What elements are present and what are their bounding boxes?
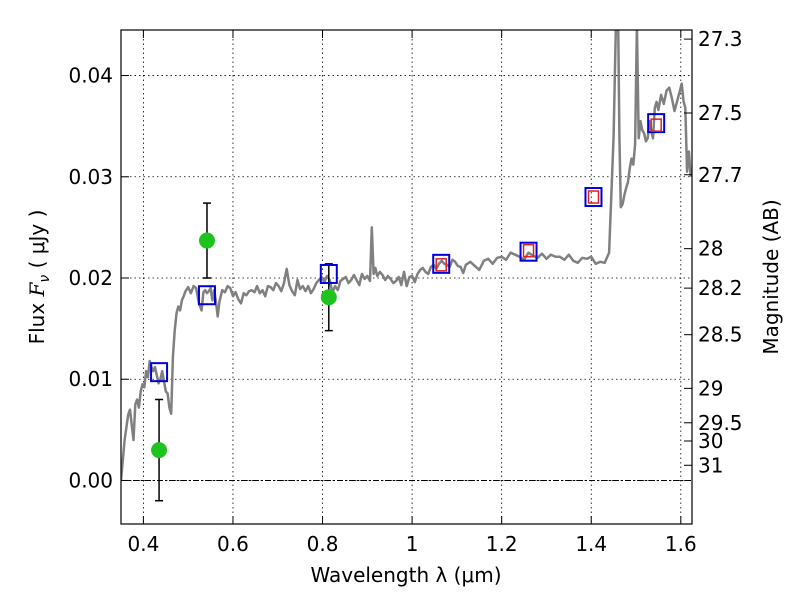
x-axis-label: Wavelength λ (μm) xyxy=(310,563,501,587)
y-tick-label: 0.01 xyxy=(68,367,113,391)
observed-point xyxy=(198,232,215,249)
model-square xyxy=(584,187,603,208)
x-tick-label: 0.8 xyxy=(307,532,339,556)
spectrum-line xyxy=(121,30,692,481)
x-tick-label: 1.6 xyxy=(665,532,697,556)
y-axis-label: Flux Fν ( μJy ) xyxy=(25,210,53,345)
model-square xyxy=(150,362,169,383)
y-axis-label-symbol: F xyxy=(25,281,49,297)
y-axis-label-prefix: Flux xyxy=(25,296,49,344)
model-square xyxy=(432,253,451,274)
x-tick-label: 1.2 xyxy=(486,532,518,556)
y-axis-label-unit: ( μJy ) xyxy=(25,210,49,275)
axis-ticks xyxy=(121,30,692,524)
model-square-inner xyxy=(587,190,600,204)
model-square-inner xyxy=(650,118,662,132)
right-tick-label: 29 xyxy=(698,376,723,400)
model-square xyxy=(647,113,666,134)
right-tick-label: 27.5 xyxy=(698,101,743,125)
x-tick-label: 1.4 xyxy=(575,532,607,556)
plot-frame xyxy=(120,29,693,525)
right-tick-label: 28 xyxy=(698,237,723,261)
y-tick-label: 0.02 xyxy=(68,266,113,290)
error-bars xyxy=(155,202,333,502)
tick-labels: 0.4 0.6 0.8 1 1.2 1.4 1.6 0.00 0.01 0.02 0.03 0.04 2… xyxy=(68,27,742,556)
y-tick-label: 0.03 xyxy=(68,165,113,189)
model-square xyxy=(319,263,338,284)
photometry-points xyxy=(150,113,666,459)
model-square xyxy=(519,241,538,262)
right-tick-label: 28.2 xyxy=(698,276,743,300)
y-tick-label: 0.04 xyxy=(68,64,113,88)
right-tick-label: 31 xyxy=(698,453,723,477)
right-tick-label: 30 xyxy=(698,429,723,453)
spectrum-series xyxy=(121,30,692,481)
model-square-inner xyxy=(522,243,535,258)
right-tick-label: 29.5 xyxy=(698,411,743,435)
observed-point xyxy=(151,442,168,459)
right-tick-label: 27.3 xyxy=(698,27,743,51)
model-square xyxy=(197,285,216,306)
right-tick-label: 27.7 xyxy=(698,163,743,187)
x-tick-label: 0.4 xyxy=(127,532,159,556)
right-axis-label: Magnitude (AB) xyxy=(759,199,783,354)
x-tick-label: 1 xyxy=(406,532,419,556)
observed-point xyxy=(320,289,337,306)
grid xyxy=(121,30,692,524)
y-tick-label: 0.00 xyxy=(68,468,113,492)
x-tick-label: 0.6 xyxy=(217,532,249,556)
y-axis-label-subscript: ν xyxy=(37,275,53,283)
model-square-inner xyxy=(435,258,447,272)
right-tick-label: 28.5 xyxy=(698,323,743,347)
